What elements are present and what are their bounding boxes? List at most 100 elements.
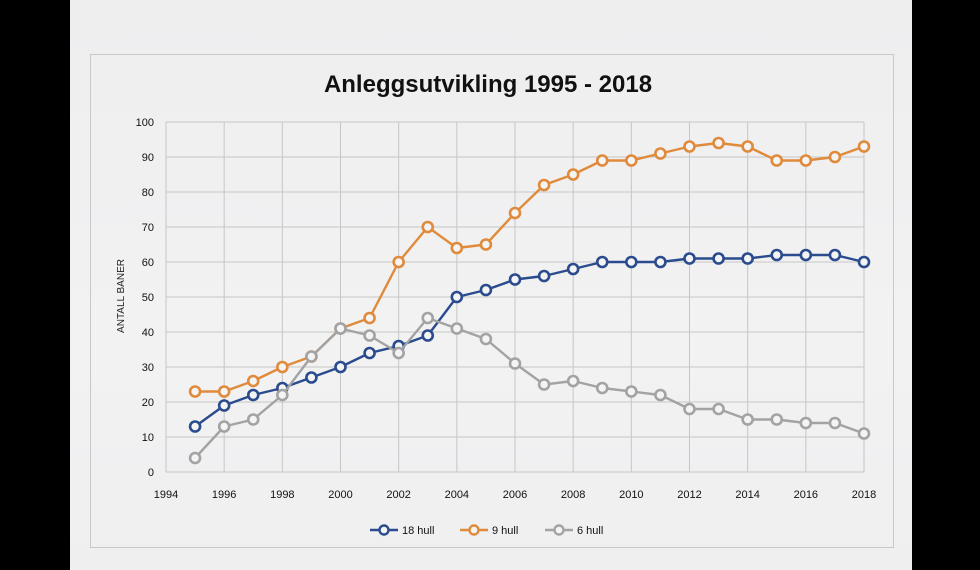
x-tick-label: 2018 <box>852 489 876 501</box>
data-point <box>625 255 638 269</box>
data-point <box>683 402 696 416</box>
y-tick-label: 90 <box>142 152 154 164</box>
y-tick-label: 50 <box>142 292 154 304</box>
x-tick-label: 2012 <box>677 489 701 501</box>
data-point <box>421 311 435 325</box>
data-point <box>188 420 202 433</box>
data-point <box>217 399 231 412</box>
data-point <box>770 413 784 426</box>
data-point <box>508 206 522 220</box>
y-tick-label: 20 <box>142 397 154 409</box>
data-point <box>450 290 464 304</box>
legend-item-9-hull: 9 hull <box>460 524 518 537</box>
data-point <box>479 332 493 346</box>
data-point <box>683 140 696 153</box>
data-point <box>305 350 318 363</box>
chart-frame <box>90 54 894 548</box>
data-point <box>421 329 435 342</box>
x-tick-label: 2010 <box>619 489 643 501</box>
data-point <box>712 402 725 416</box>
data-point <box>595 255 609 269</box>
data-point <box>712 252 725 265</box>
data-point <box>625 154 638 167</box>
data-point <box>479 283 493 297</box>
x-tick-label: 2006 <box>503 489 527 501</box>
data-point <box>217 385 231 398</box>
data-point <box>217 420 231 433</box>
x-tick-label: 2014 <box>735 489 759 501</box>
data-point <box>857 140 871 153</box>
data-point <box>363 346 376 360</box>
paper-background <box>70 0 912 570</box>
legend-label: 18 hull <box>402 525 434 537</box>
data-point <box>246 388 260 402</box>
data-point <box>828 248 842 262</box>
data-point <box>683 252 696 265</box>
data-point <box>537 178 551 192</box>
x-tick-label: 1996 <box>212 489 236 501</box>
legend-marker <box>553 524 565 536</box>
data-point <box>392 346 405 360</box>
series-line-18-hull <box>194 253 865 428</box>
data-point <box>363 329 376 342</box>
data-point <box>712 136 725 150</box>
y-tick-label: 100 <box>136 117 154 129</box>
data-point <box>188 385 202 398</box>
data-point <box>188 451 202 465</box>
data-point <box>741 140 754 153</box>
legend-marker <box>378 524 390 536</box>
chart-title: Anleggsutvikling 1995 - 2018 <box>324 71 652 98</box>
data-point <box>799 416 813 430</box>
y-axis-ticks: 0 10 20 30 40 50 60 70 80 90 100 <box>136 117 154 479</box>
data-point <box>799 248 813 262</box>
y-tick-label: 70 <box>142 222 154 234</box>
data-point <box>595 154 609 167</box>
series-6-hull <box>188 311 871 465</box>
series-group <box>188 136 871 465</box>
x-tick-label: 1994 <box>154 489 178 501</box>
data-point <box>654 147 667 160</box>
data-point <box>421 220 435 234</box>
legend-item-6-hull: 6 hull <box>545 524 603 537</box>
data-point <box>828 416 842 430</box>
data-point <box>479 238 493 251</box>
data-point <box>276 360 289 374</box>
x-axis-ticks: 1994 1996 1998 2000 2002 2004 2006 2008 2010 2012… <box>154 489 876 501</box>
legend-marker <box>468 524 480 536</box>
y-tick-label: 80 <box>142 187 154 199</box>
data-point <box>799 154 813 167</box>
data-point <box>828 150 842 164</box>
data-point <box>392 255 405 269</box>
data-point <box>276 388 289 402</box>
data-point <box>770 248 784 262</box>
series-line-9-hull <box>195 141 865 393</box>
series-18-hull <box>188 248 871 433</box>
x-tick-label: 2000 <box>328 489 352 501</box>
data-point <box>537 269 551 283</box>
y-tick-label: 40 <box>142 327 154 339</box>
legend-item-18-hull: 18 hull <box>370 524 434 537</box>
data-point <box>334 360 347 374</box>
data-point <box>334 322 347 335</box>
data-point <box>654 255 667 269</box>
x-tick-label: 2008 <box>561 489 585 501</box>
data-point <box>595 381 609 395</box>
legend: 18 hull 9 hull 6 hull <box>370 524 603 537</box>
y-axis-label: ANTALL BANER <box>116 259 127 333</box>
data-point <box>625 385 638 398</box>
data-point <box>246 374 260 388</box>
x-tick-label: 1998 <box>270 489 294 501</box>
x-tick-label: 2002 <box>386 489 410 501</box>
data-point <box>770 154 784 167</box>
x-tick-label: 2016 <box>794 489 818 501</box>
data-point <box>566 262 580 276</box>
data-point <box>654 388 667 402</box>
series-9-hull <box>188 136 871 398</box>
data-point <box>566 374 580 388</box>
data-point <box>741 413 754 426</box>
data-point <box>246 413 260 426</box>
data-point <box>566 168 580 181</box>
data-point <box>508 273 522 286</box>
data-point <box>305 371 318 384</box>
